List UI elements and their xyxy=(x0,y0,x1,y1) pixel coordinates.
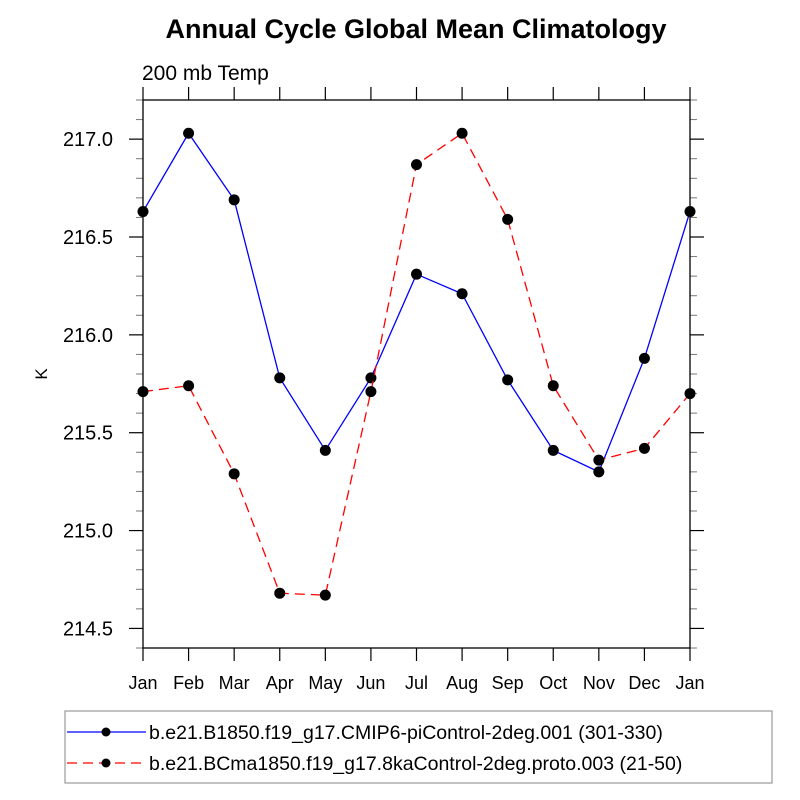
series-line xyxy=(142,132,691,596)
x-tick-label: Sep xyxy=(492,673,524,693)
legend-label: b.e21.BCma1850.f19_g17.8kaControl-2deg.p… xyxy=(149,753,682,775)
x-tick-label: May xyxy=(308,673,342,693)
legend-box xyxy=(64,710,773,784)
legend-item: b.e21.BCma1850.f19_g17.8kaControl-2deg.p… xyxy=(67,753,682,775)
x-tick-label: Oct xyxy=(539,673,567,693)
data-point xyxy=(638,352,650,364)
y-tick-label: 214.5 xyxy=(63,618,113,640)
data-point xyxy=(411,268,422,280)
y-tick-label: 215.0 xyxy=(63,521,113,543)
data-point xyxy=(183,127,195,139)
series-layer xyxy=(137,127,696,601)
series-line xyxy=(142,132,691,473)
axis-ticks xyxy=(129,87,704,661)
x-tick-label: Apr xyxy=(266,673,294,693)
y-axis-label: K xyxy=(32,368,51,380)
data-point xyxy=(274,372,286,384)
data-point xyxy=(228,468,240,480)
y-tick-labels: 214.5 215.0 215.5 216.0 216.5 217.0 xyxy=(63,129,113,640)
data-point xyxy=(502,213,514,225)
x-tick-label: Jul xyxy=(405,673,428,693)
data-point xyxy=(547,444,559,456)
legend-item: b.e21.B1850.f19_g17.CMIP6-piControl-2deg… xyxy=(67,722,663,744)
y-tick-label: 215.5 xyxy=(63,423,113,445)
data-point xyxy=(319,444,331,456)
series-1 xyxy=(137,127,696,478)
legend-marker xyxy=(101,758,111,768)
y-tick-label: 216.0 xyxy=(63,325,113,347)
data-point xyxy=(638,442,650,454)
data-point xyxy=(593,466,605,478)
y-tick-label: 216.5 xyxy=(63,227,113,249)
data-point xyxy=(502,374,514,386)
data-point xyxy=(593,454,605,466)
legend-marker xyxy=(101,727,111,737)
data-point xyxy=(547,380,559,392)
chart-subtitle: 200 mb Temp xyxy=(142,62,269,85)
x-tick-label: Nov xyxy=(583,673,615,693)
y-tick-label: 217.0 xyxy=(63,129,113,151)
x-tick-label: Aug xyxy=(446,673,478,693)
x-tick-label: Jan xyxy=(128,673,157,693)
data-point xyxy=(365,372,377,384)
plot-frame xyxy=(142,99,691,649)
chart-title: Annual Cycle Global Mean Climatology xyxy=(165,14,666,44)
data-point xyxy=(274,587,286,599)
data-point xyxy=(411,159,422,171)
legend: b.e21.B1850.f19_g17.CMIP6-piControl-2deg… xyxy=(64,710,773,784)
x-tick-label: Dec xyxy=(628,673,660,693)
data-point xyxy=(456,288,468,300)
data-point xyxy=(456,127,468,139)
legend-label: b.e21.B1850.f19_g17.CMIP6-piControl-2deg… xyxy=(149,722,663,744)
data-point xyxy=(228,194,240,206)
data-point xyxy=(183,380,195,392)
x-tick-label: Feb xyxy=(173,673,204,693)
series-2 xyxy=(137,127,696,601)
x-tick-labels: Jan Feb Mar Apr May Jun Jul Aug Sep Oct Nov Dec Jan xyxy=(128,673,704,693)
x-tick-label: Jun xyxy=(356,673,385,693)
x-tick-label: Jan xyxy=(675,673,704,693)
data-point xyxy=(365,386,377,398)
x-tick-label: Mar xyxy=(219,673,250,693)
data-point xyxy=(319,589,331,601)
